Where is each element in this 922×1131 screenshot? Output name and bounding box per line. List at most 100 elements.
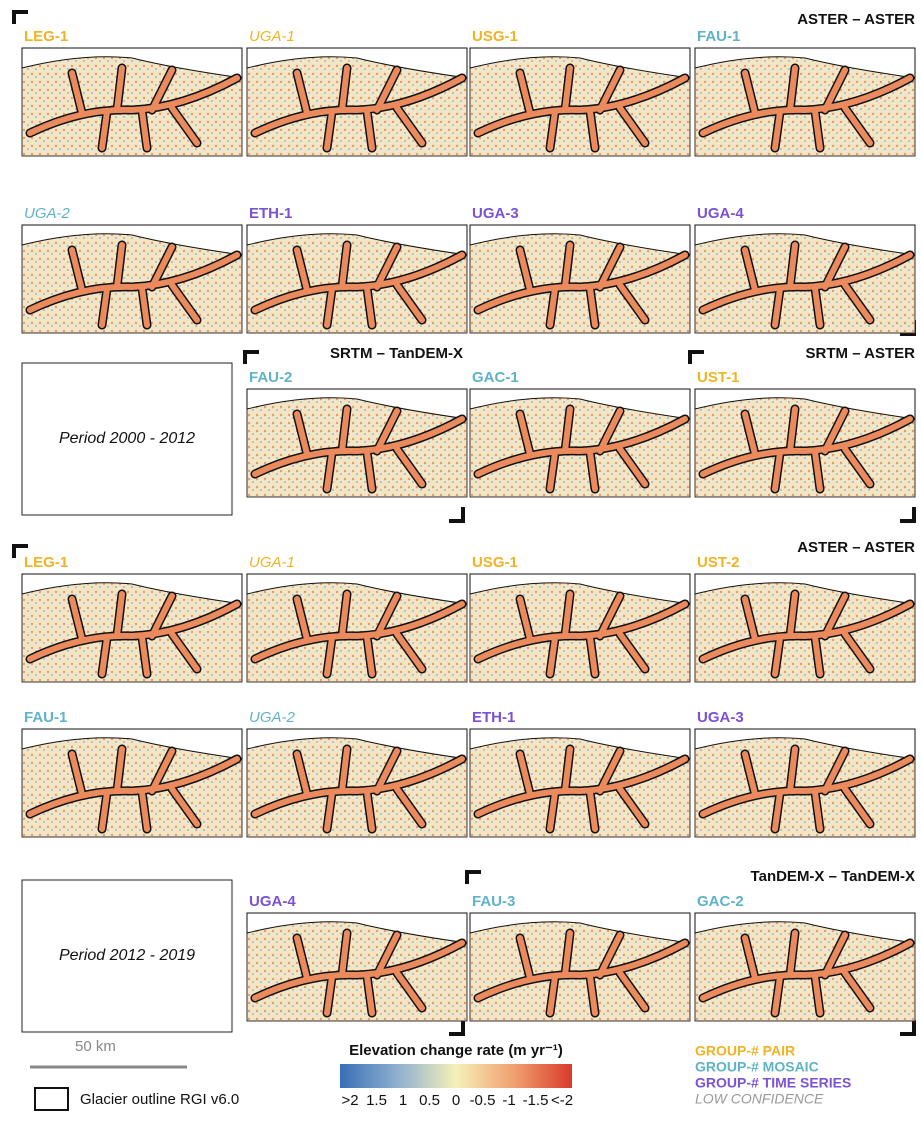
unglaciated bbox=[694, 912, 916, 944]
map bbox=[246, 912, 468, 1022]
colorbar-label: >2 bbox=[341, 1092, 358, 1109]
outline-swatch bbox=[34, 1087, 69, 1111]
group-legend: GROUP-# MOSAIC bbox=[695, 1059, 819, 1075]
colorbar bbox=[340, 1064, 572, 1088]
unglaciated bbox=[21, 47, 243, 79]
glacier-body bbox=[252, 406, 465, 492]
map-label: UST-1 bbox=[697, 369, 740, 386]
section-title: SRTM – TanDEM-X bbox=[330, 345, 463, 362]
section-title: SRTM – ASTER bbox=[806, 345, 916, 362]
glacier-body bbox=[252, 591, 465, 677]
map-label: LEG-1 bbox=[24, 28, 68, 45]
map-label: FAU-1 bbox=[24, 709, 67, 726]
group-legend: LOW CONFIDENCE bbox=[695, 1091, 824, 1107]
scale-label: 50 km bbox=[75, 1038, 116, 1055]
unglaciated bbox=[694, 388, 916, 420]
map-label: FAU-1 bbox=[697, 28, 740, 45]
map-label: UGA-1 bbox=[249, 554, 295, 571]
unglaciated bbox=[246, 224, 468, 256]
map-label: FAU-3 bbox=[472, 893, 515, 910]
unglaciated bbox=[21, 224, 243, 256]
map-label: USG-1 bbox=[472, 28, 518, 45]
map bbox=[469, 47, 691, 157]
glacier-body bbox=[700, 406, 913, 492]
map-label: UGA-1 bbox=[249, 28, 295, 45]
glacier-body bbox=[475, 242, 688, 328]
glacier-body bbox=[700, 242, 913, 328]
map-label: LEG-1 bbox=[24, 554, 68, 571]
map bbox=[246, 47, 468, 157]
unglaciated bbox=[469, 224, 691, 256]
map bbox=[21, 224, 243, 334]
unglaciated bbox=[246, 912, 468, 944]
map bbox=[246, 728, 468, 838]
map-label: UGA-3 bbox=[697, 709, 744, 726]
unglaciated bbox=[246, 388, 468, 420]
glacier-body bbox=[475, 746, 688, 832]
glacier-body bbox=[700, 65, 913, 151]
group-legend: GROUP-# TIME SERIES bbox=[695, 1075, 851, 1091]
period-label: Period 2000 - 2012 bbox=[59, 430, 195, 447]
map bbox=[469, 573, 691, 683]
map bbox=[694, 47, 916, 157]
unglaciated bbox=[469, 912, 691, 944]
map-label: UGA-4 bbox=[249, 893, 296, 910]
glacier-body bbox=[700, 930, 913, 1016]
map bbox=[694, 573, 916, 683]
map bbox=[469, 224, 691, 334]
map bbox=[246, 573, 468, 683]
unglaciated bbox=[694, 47, 916, 79]
unglaciated bbox=[469, 47, 691, 79]
map-label: FAU-2 bbox=[249, 369, 292, 386]
colorbar-label: 1.5 bbox=[366, 1092, 387, 1109]
map-label: UGA-3 bbox=[472, 205, 519, 222]
map bbox=[694, 388, 916, 498]
glacier-body bbox=[252, 242, 465, 328]
unglaciated bbox=[469, 388, 691, 420]
map-label: USG-1 bbox=[472, 554, 518, 571]
unglaciated bbox=[21, 573, 243, 605]
glacier-body bbox=[475, 930, 688, 1016]
colorbar-label: 0.5 bbox=[419, 1092, 440, 1109]
period-box bbox=[21, 362, 233, 516]
map bbox=[246, 388, 468, 498]
colorbar-title: Elevation change rate (m yr⁻¹) bbox=[349, 1042, 563, 1059]
period-box bbox=[21, 879, 233, 1033]
section-title: ASTER – ASTER bbox=[797, 11, 915, 28]
map bbox=[469, 388, 691, 498]
colorbar-label: 1 bbox=[399, 1092, 407, 1109]
unglaciated bbox=[469, 728, 691, 760]
map-label: UGA-2 bbox=[24, 205, 71, 222]
map bbox=[469, 728, 691, 838]
map bbox=[246, 224, 468, 334]
glacier-body bbox=[252, 930, 465, 1016]
colorbar-label: <-2 bbox=[551, 1092, 573, 1109]
unglaciated bbox=[694, 224, 916, 256]
glacier-body bbox=[475, 406, 688, 492]
colorbar-label: -1.5 bbox=[523, 1092, 549, 1109]
unglaciated bbox=[246, 573, 468, 605]
map bbox=[694, 224, 916, 334]
group-legend: GROUP-# PAIR bbox=[695, 1043, 795, 1059]
map-label: GAC-2 bbox=[697, 893, 744, 910]
glacier-body bbox=[252, 65, 465, 151]
period-label: Period 2012 - 2019 bbox=[59, 947, 195, 964]
map bbox=[21, 573, 243, 683]
unglaciated bbox=[694, 573, 916, 605]
map bbox=[694, 728, 916, 838]
map-label: UGA-4 bbox=[697, 205, 744, 222]
section-title: ASTER – ASTER bbox=[797, 539, 915, 556]
colorbar-label: -0.5 bbox=[470, 1092, 496, 1109]
map bbox=[21, 728, 243, 838]
glacier-body bbox=[475, 591, 688, 677]
unglaciated bbox=[246, 728, 468, 760]
map-label: GAC-1 bbox=[472, 369, 519, 386]
unglaciated bbox=[21, 728, 243, 760]
glacier-body bbox=[700, 591, 913, 677]
map bbox=[694, 912, 916, 1022]
glacier-body bbox=[27, 746, 240, 832]
section-title: TanDEM-X – TanDEM-X bbox=[751, 868, 915, 885]
colorbar-label: 0 bbox=[452, 1092, 460, 1109]
unglaciated bbox=[246, 47, 468, 79]
